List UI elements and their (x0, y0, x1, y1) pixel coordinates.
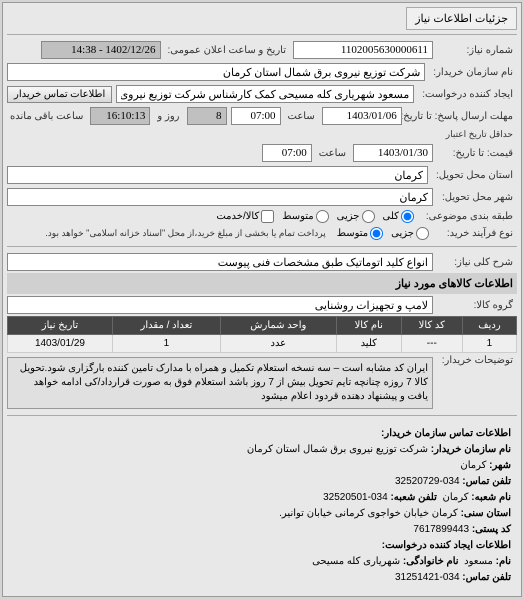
province-label: استان محل تحویل: (432, 170, 517, 181)
cell-date: 1403/01/29 (8, 335, 113, 353)
th-unit: واحد شمارش (220, 317, 336, 335)
th-name: نام کالا (336, 317, 401, 335)
c-name: مسعود (464, 556, 493, 567)
cell-row: 1 (462, 335, 516, 353)
summary-label: شرح کلی نیاز: (437, 257, 517, 268)
c-city: کرمان (460, 460, 486, 471)
c-branch: کرمان (442, 492, 468, 503)
divider (7, 34, 517, 35)
cat-medium-label: متوسط (282, 211, 313, 222)
c-org-label: نام سازمان خریدار: (431, 444, 511, 455)
creator-title: اطلاعات ایجاد کننده درخواست: (382, 540, 511, 551)
th-qty: تعداد / مقدار (112, 317, 220, 335)
creator-label: ایجاد کننده درخواست: (418, 89, 517, 100)
proc-partial-label: جزیی (391, 228, 414, 239)
contact-section: اطلاعات تماس سازمان خریدار: نام سازمان خ… (7, 420, 517, 592)
remain-label: ساعت باقی مانده (7, 111, 86, 122)
divider-2 (7, 246, 517, 247)
deadline-label: مهلت ارسال پاسخ: تا تاریخ: (406, 111, 517, 122)
deadline-time-input[interactable] (231, 107, 281, 125)
c-province-label: استان سنی: (461, 508, 511, 519)
table-row[interactable]: 1 --- کلید عدد 1 1403/01/29 (8, 335, 517, 353)
price-date-input[interactable] (353, 144, 433, 162)
process-note: پرداخت تمام یا بخشی از مبلغ خرید،از محل … (42, 228, 328, 239)
buyer-org-input[interactable] (7, 63, 425, 81)
c-org: شرکت توزیع نیروی برق شمال استان کرمان (247, 444, 428, 455)
proc-medium-label: متوسط (337, 228, 368, 239)
cat-partial-radio[interactable] (362, 210, 375, 223)
cell-name: کلید (336, 335, 401, 353)
summary-input[interactable] (7, 253, 433, 271)
process-label: نوع فرآیند خرید: (437, 228, 517, 239)
desc-label: توضیحات خریدار: (437, 355, 517, 366)
th-row: ردیف (462, 317, 516, 335)
th-date: تاریخ نیاز (8, 317, 113, 335)
cat-all-label: کلی (383, 211, 399, 222)
c-branch-label: نام شعبه: (471, 492, 511, 503)
datetime-input (41, 41, 161, 59)
contact-buyer-button[interactable]: اطلاعات تماس خریدار (7, 86, 112, 103)
contact-title: اطلاعات تماس سازمان خریدار: (381, 428, 511, 439)
cat-goodsservice-label: کالا/خدمت (216, 211, 259, 222)
c-city-label: شهر: (489, 460, 511, 471)
c-postal-label: کد پستی: (472, 524, 511, 535)
goods-info-title: اطلاعات کالاهای مورد نیاز (7, 273, 517, 294)
c-postal: 7617899443 (413, 524, 469, 535)
city-label: شهر محل تحویل: (437, 192, 517, 203)
c-contactphone: 034-31251421 (395, 572, 460, 583)
c-province: کرمان خیابان خواجوی کرمانی خیابان توانیر… (279, 508, 458, 519)
validity-label: حداقل تاریخ اعتبار (437, 129, 517, 140)
desc-text: ایران کد مشابه است – سه نسخه استعلام تکم… (7, 357, 433, 409)
c-phone: 034-32520729 (395, 476, 460, 487)
deadline-date-input[interactable] (322, 107, 402, 125)
proc-medium-radio[interactable] (370, 227, 383, 240)
tab-title: جزئیات اطلاعات نیاز (406, 7, 517, 30)
proc-partial-radio[interactable] (416, 227, 429, 240)
cell-code: --- (401, 335, 462, 353)
divider-3 (7, 415, 517, 416)
cat-medium-radio[interactable] (316, 210, 329, 223)
cat-all-radio[interactable] (401, 210, 414, 223)
remain-input (90, 107, 150, 125)
request-number-input[interactable] (293, 41, 433, 59)
table-header-row: ردیف کد کالا نام کالا واحد شمارش تعداد /… (8, 317, 517, 335)
cat-goodsservice-check[interactable] (261, 210, 274, 223)
c-family-label: نام خانوادگی: (403, 556, 459, 567)
group-input[interactable] (7, 296, 433, 314)
th-code: کد کالا (401, 317, 462, 335)
city-input[interactable] (7, 188, 433, 206)
datetime-label: تاریخ و ساعت اعلان عمومی: (165, 45, 290, 56)
category-label: طبقه بندی موضوعی: (422, 211, 517, 222)
c-branchphone: 034-32520501 (323, 492, 388, 503)
days-label: روز و (154, 111, 182, 122)
goods-table: ردیف کد کالا نام کالا واحد شمارش تعداد /… (7, 316, 517, 353)
province-input[interactable] (7, 166, 428, 184)
c-phone-label: تلفن تماس: (462, 476, 511, 487)
cell-qty: 1 (112, 335, 220, 353)
request-number-label: شماره نیاز: (437, 45, 517, 56)
cat-partial-label: جزیی (337, 211, 360, 222)
creator-input[interactable] (116, 85, 414, 103)
c-branchphone-label: تلفن شعبه: (390, 492, 436, 503)
price-time-input[interactable] (262, 144, 312, 162)
time-label-2: ساعت (316, 148, 349, 159)
c-family: شهریاری کله مسیحی (312, 556, 400, 567)
time-label-1: ساعت (285, 111, 318, 122)
c-name-label: نام: (496, 556, 511, 567)
group-label: گروه کالا: (437, 300, 517, 311)
cell-unit: عدد (220, 335, 336, 353)
c-contactphone-label: تلفن تماس: (462, 572, 511, 583)
price-to-label: قیمت: تا تاریخ: (437, 148, 517, 159)
days-input (187, 107, 227, 125)
buyer-org-label: نام سازمان خریدار: (429, 67, 517, 78)
